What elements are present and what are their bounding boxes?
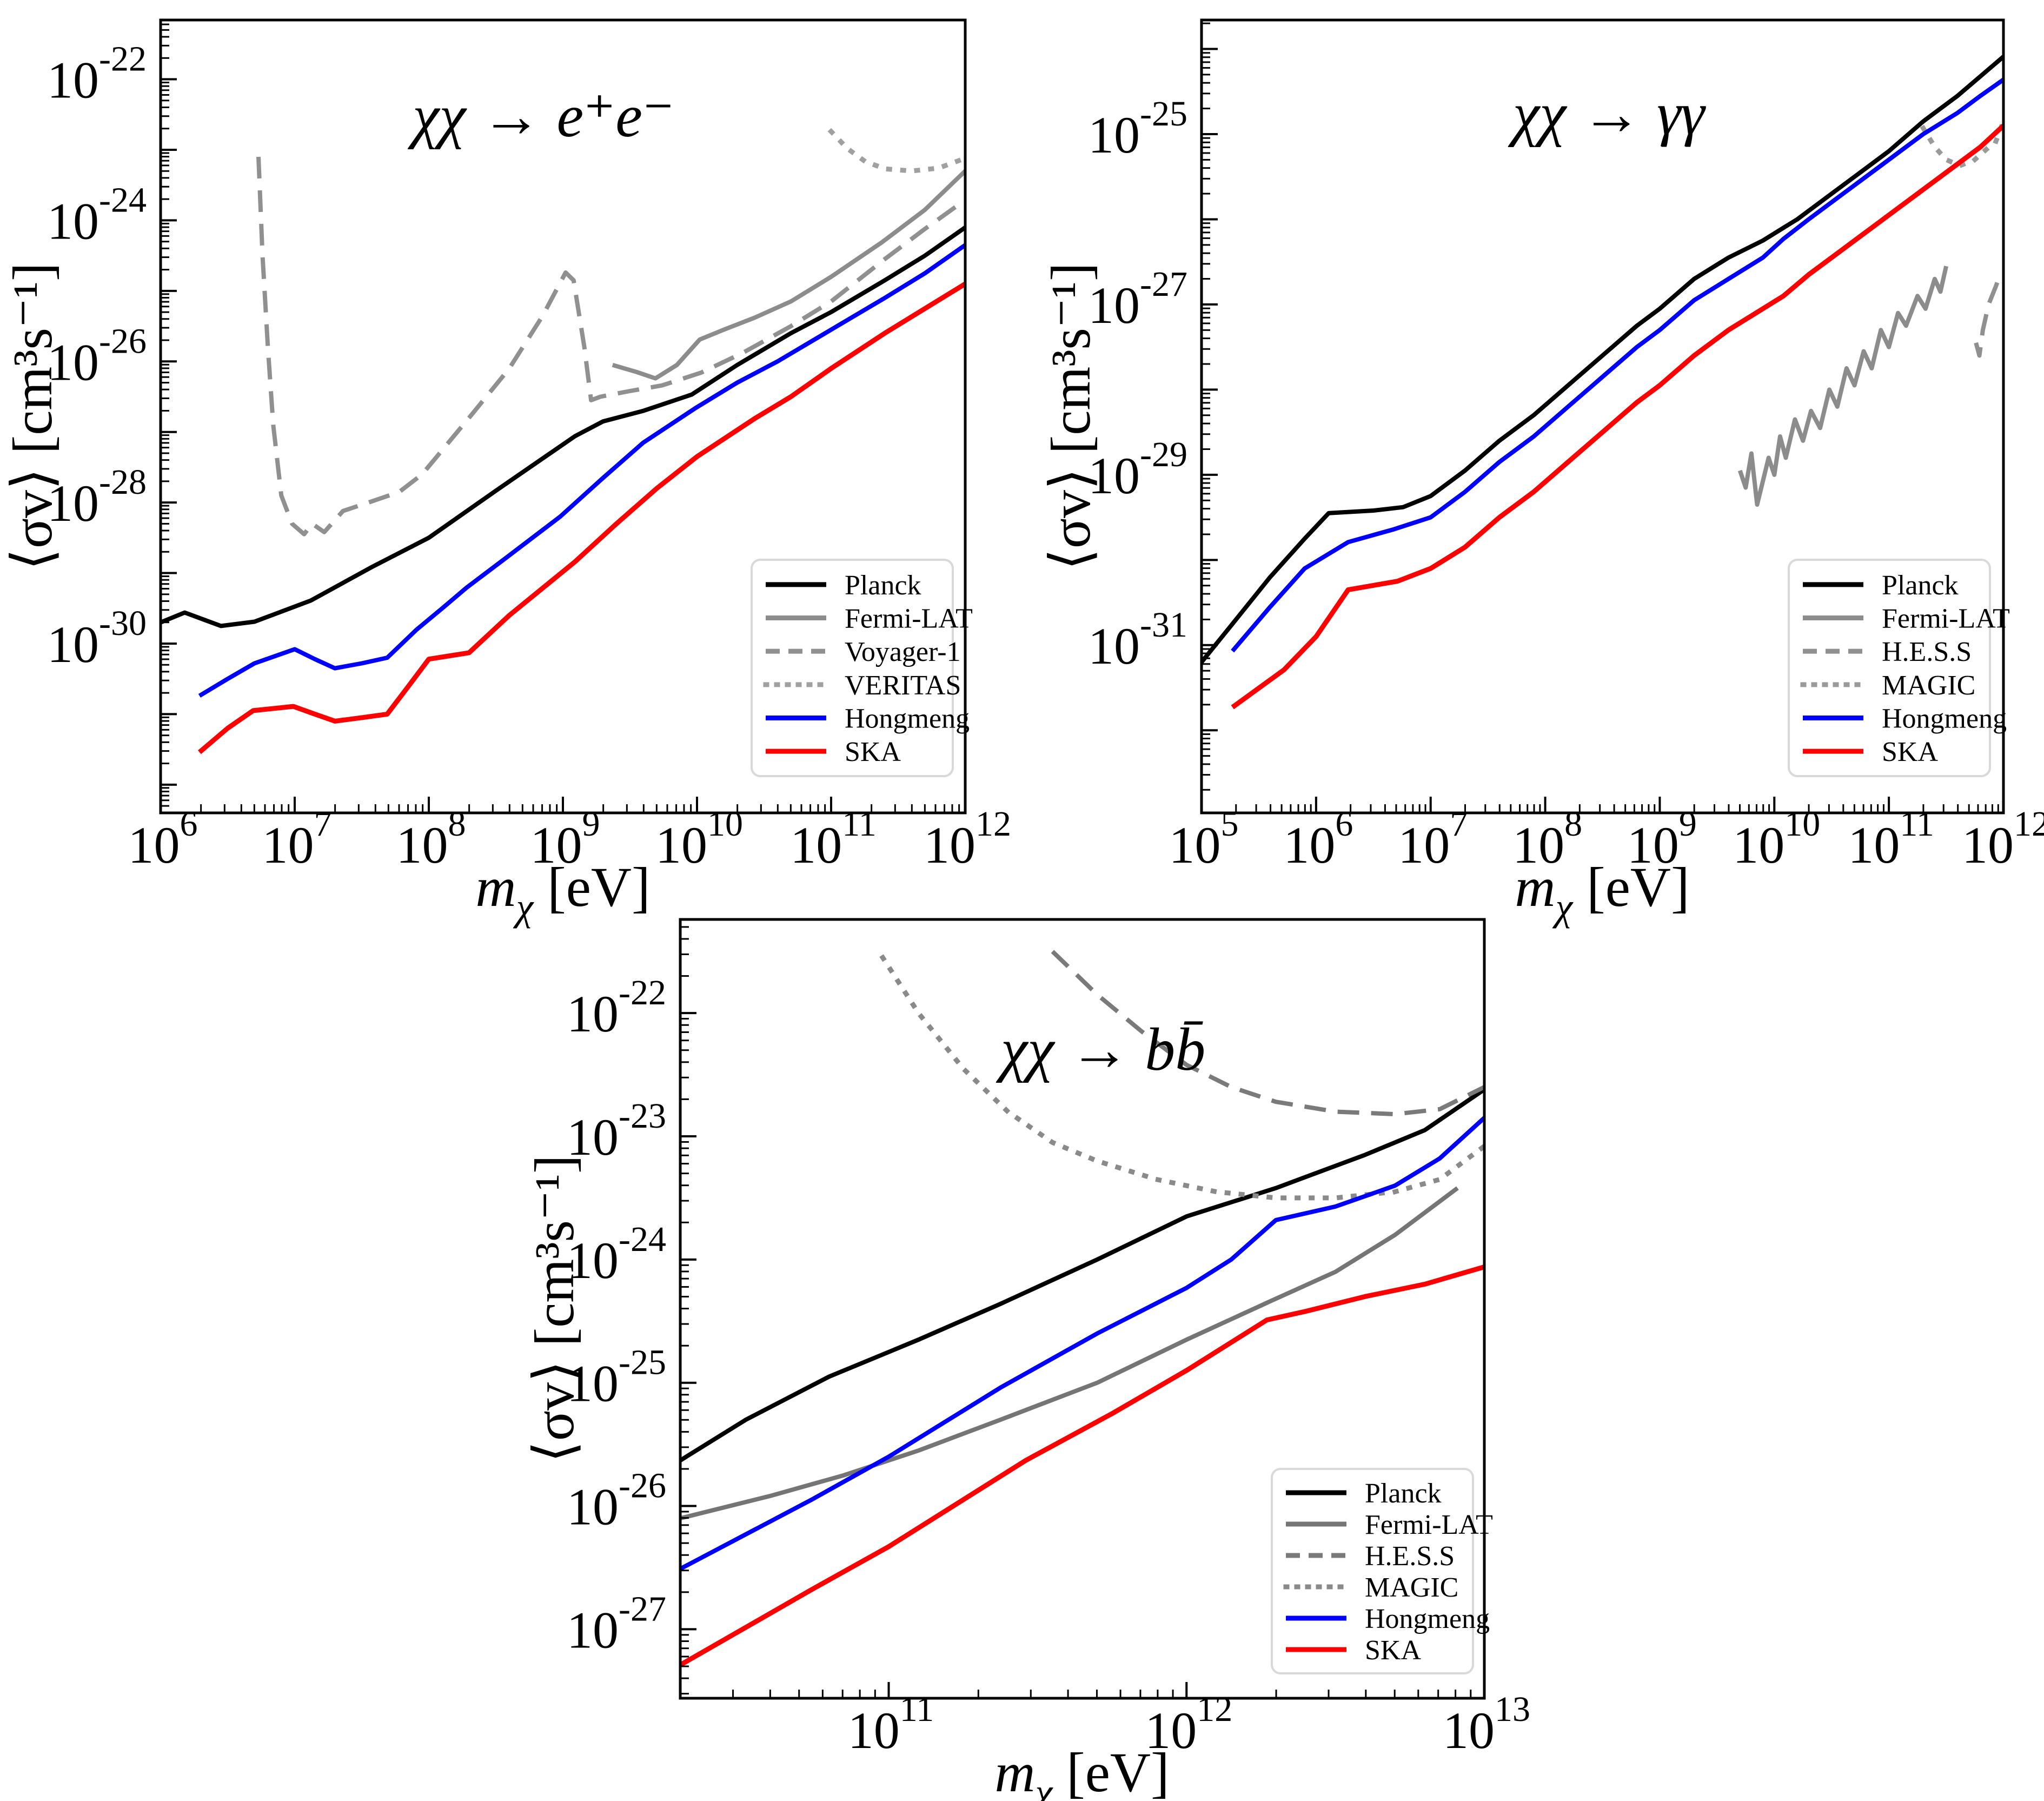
x-axis-label: mχ [eV] — [994, 1742, 1169, 1801]
plot-area — [161, 128, 965, 754]
chart-title: χχ → e⁺e⁻ — [408, 83, 674, 150]
x-tick-label: 1012 — [1962, 804, 2044, 874]
x-tick-label: 107 — [262, 804, 332, 874]
legend-label-hongmeng: Hongmeng — [1882, 704, 2007, 734]
legend-box — [1271, 1468, 1474, 1674]
legend-box — [751, 559, 954, 777]
x-tick-label: 1011 — [790, 804, 877, 874]
curve-magic — [879, 954, 1484, 1201]
plot-area — [680, 950, 1484, 1667]
y-tick-label: 10-29 — [1088, 435, 1187, 505]
curve-veritas — [827, 128, 965, 174]
ticks — [160, 23, 966, 813]
x-tick-label: 1011 — [1848, 804, 1934, 874]
legend-label-veritas: VERITAS — [845, 670, 961, 701]
x-tick-label: 106 — [1283, 804, 1353, 874]
y-tick-label: 10-27 — [567, 1589, 666, 1659]
legend: PlanckFermi-LATVoyager-1VERITASHongmengS… — [751, 559, 973, 777]
chart-bb: 1011 1012 1013 10-22 10-23 10-24 10-25 10-26 10-… — [523, 918, 1530, 1801]
x-tick-label: 1011 — [848, 1690, 934, 1759]
ticks — [1200, 22, 2005, 813]
curve-planck — [161, 226, 965, 628]
x-axis-label: mχ [eV] — [1515, 856, 1689, 929]
x-tick-label: 1010 — [1733, 804, 1820, 874]
curve-h-e-s-s — [1974, 271, 2003, 358]
curve-ska — [1231, 123, 2003, 710]
x-tick-label: 1013 — [1443, 1690, 1530, 1759]
y-tick-label: 10-31 — [1088, 605, 1187, 675]
legend-label-magic: MAGIC — [1365, 1572, 1458, 1603]
chart-ee: 106 107 108 109 1010 1011 1012 10-22 10-24 10-26 1… — [2, 18, 1011, 929]
ticks — [680, 926, 1485, 1698]
y-tick-label: 10-22 — [567, 973, 666, 1043]
legend-label-fermi-lat: Fermi-LAT — [1365, 1509, 1493, 1540]
curve-planck — [1202, 55, 2003, 664]
legend-label-fermi-lat: Fermi-LAT — [845, 604, 973, 634]
legend-label-hongmeng: Hongmeng — [845, 704, 970, 734]
x-tick-label: 107 — [1398, 804, 1468, 874]
legend-label-magic: MAGIC — [1882, 670, 1975, 701]
y-tick-label: 10-28 — [47, 462, 147, 532]
x-axis-label: mχ [eV] — [475, 856, 650, 929]
legend-label-h-e-s-s: H.E.S.S — [1882, 637, 1972, 667]
curve-h-e-s-s — [1051, 950, 1484, 1116]
x-tick-label: 108 — [1512, 804, 1582, 874]
x-tick-label: 109 — [1627, 804, 1697, 874]
tick-labels: 106 107 108 109 1010 1011 1012 10-22 10-24 10-26 1… — [47, 39, 1011, 874]
y-tick-label: 10-27 — [1088, 264, 1187, 334]
x-tick-label: 1012 — [924, 804, 1011, 874]
y-tick-label: 10-22 — [47, 39, 147, 109]
legend-label-planck: Planck — [1365, 1478, 1442, 1509]
legend-label-planck: Planck — [845, 570, 921, 601]
x-tick-label: 109 — [530, 804, 600, 874]
y-axis-label: ⟨σv⟩ [cm³s⁻¹] — [523, 1155, 586, 1462]
axes-frame — [1200, 18, 2005, 815]
tick-labels: 105 106 107 108 109 1010 1011 1012 10-25 10-27 10-… — [1088, 94, 2044, 874]
curve-hongmeng — [680, 1116, 1484, 1571]
curve-ska — [197, 281, 965, 754]
y-axis-label: ⟨σv⟩ [cm³s⁻¹] — [2, 262, 64, 570]
legend-label-planck: Planck — [1882, 570, 1959, 601]
legend-label-fermi-lat: Fermi-LAT — [1882, 604, 2010, 634]
y-tick-label: 10-30 — [47, 604, 147, 673]
legend-box — [1788, 559, 1991, 777]
plot-area — [1202, 55, 2003, 710]
y-tick-label: 10-26 — [567, 1466, 666, 1536]
y-tick-label: 10-24 — [567, 1220, 666, 1289]
curve-fermi-lat — [680, 1186, 1459, 1521]
x-tick-label: 108 — [396, 804, 466, 874]
chart-gg: 105 106 107 108 109 1010 1011 1012 10-25 10-27 10-… — [1040, 18, 2044, 929]
y-tick-label: 10-25 — [567, 1343, 666, 1413]
curve-planck — [680, 1088, 1484, 1462]
chart-title: χχ → bb̄ — [996, 1016, 1206, 1083]
legend-label-ska: SKA — [1365, 1635, 1421, 1666]
curve-fermi-lat — [1737, 266, 1949, 507]
curve-hongmeng — [1231, 77, 2003, 653]
x-tick-label: 1010 — [655, 804, 743, 874]
legend-label-ska: SKA — [845, 737, 901, 767]
x-tick-label: 106 — [128, 804, 198, 874]
legend-label-h-e-s-s: H.E.S.S — [1365, 1541, 1455, 1572]
y-tick-label: 10-26 — [47, 321, 147, 391]
legend-label-voyager-1: Voyager-1 — [845, 637, 961, 667]
curve-voyager-1 — [256, 156, 960, 537]
y-tick-label: 10-23 — [567, 1096, 666, 1166]
y-tick-label: 10-25 — [1088, 94, 1187, 164]
legend-label-ska: SKA — [1882, 737, 1938, 767]
legend-label-hongmeng: Hongmeng — [1365, 1604, 1490, 1634]
chart-title: χχ → γγ — [1508, 81, 1707, 148]
curve-hongmeng — [198, 243, 965, 698]
y-axis-label: ⟨σv⟩ [cm³s⁻¹] — [1040, 262, 1102, 570]
tick-labels: 1011 1012 1013 10-22 10-23 10-24 10-25 10-26 10-… — [567, 973, 1530, 1759]
x-tick-label: 1012 — [1145, 1690, 1232, 1759]
curve-fermi-lat — [612, 169, 965, 381]
curve-ska — [680, 1264, 1484, 1667]
y-tick-label: 10-24 — [47, 180, 147, 250]
x-tick-label: 105 — [1169, 804, 1239, 874]
